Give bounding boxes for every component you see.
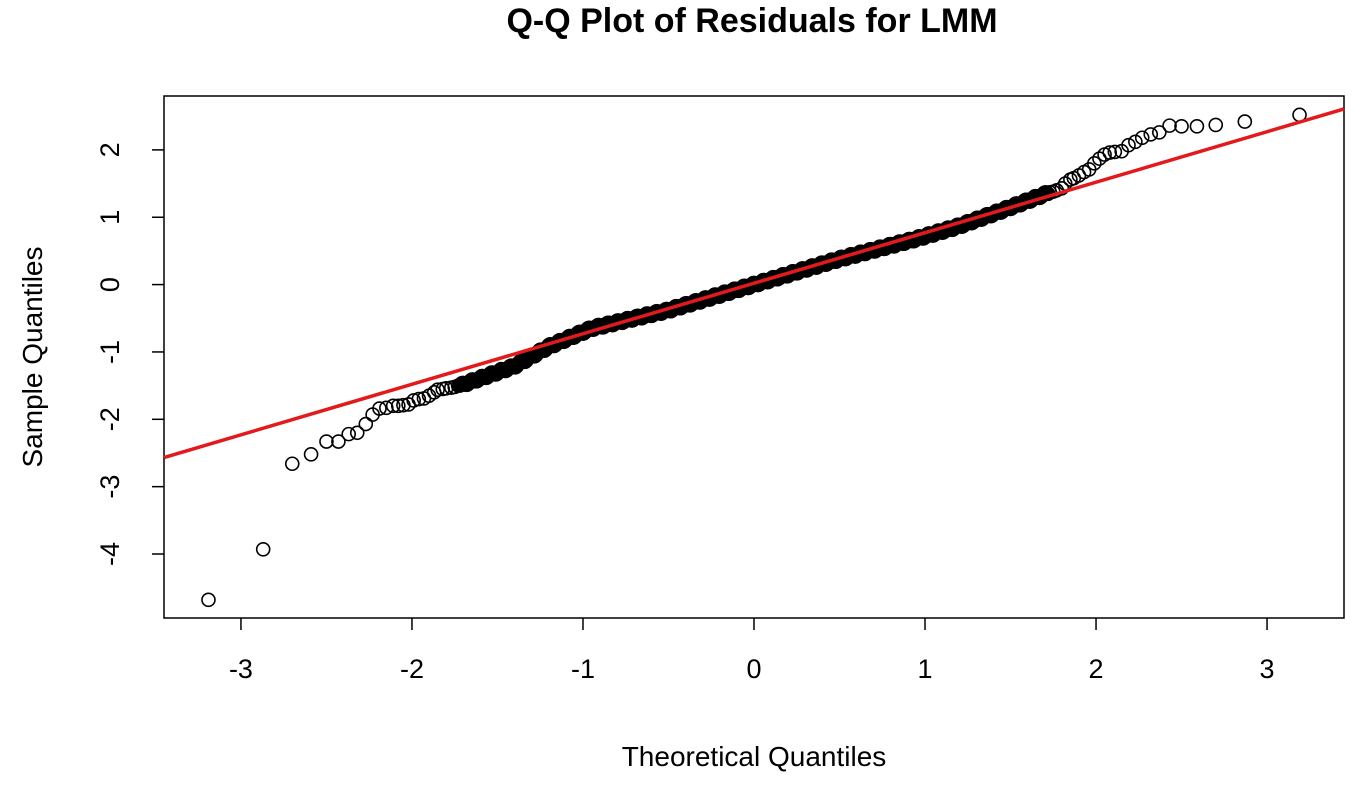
- data-point: [1152, 125, 1167, 140]
- data-point: [331, 434, 346, 449]
- x-tick-label: -2: [400, 654, 424, 684]
- x-tick-label: 0: [746, 654, 761, 684]
- y-tick-label: -2: [95, 407, 125, 431]
- y-tick-label: 2: [95, 142, 125, 157]
- data-point: [450, 378, 466, 393]
- chart-title: Q-Q Plot of Residuals for LMM: [506, 2, 997, 40]
- data-point: [319, 434, 334, 449]
- x-tick-label: 2: [1089, 654, 1104, 684]
- data-point: [284, 456, 300, 472]
- data-point: [1087, 156, 1102, 171]
- x-tick-label: -3: [229, 654, 253, 684]
- data-point: [1107, 144, 1123, 160]
- data-point: [1143, 127, 1159, 142]
- x-tick-label: 3: [1260, 654, 1275, 684]
- data-point: [1102, 145, 1118, 160]
- data-point: [201, 592, 216, 608]
- data-point: [411, 391, 427, 407]
- data-point: [1134, 130, 1150, 146]
- data-point: [372, 401, 387, 416]
- data-point: [303, 447, 319, 462]
- plot-frame: [163, 95, 1345, 619]
- data-point: [385, 398, 401, 414]
- points-layer: [201, 107, 1307, 608]
- reference-line-layer: [163, 107, 1345, 460]
- data-point: [1174, 119, 1189, 134]
- data-point: [1237, 114, 1253, 129]
- data-point: [1121, 137, 1136, 153]
- data-point: [1162, 118, 1177, 133]
- y-tick-label: 0: [95, 277, 125, 292]
- y-tick-label: -1: [95, 340, 125, 364]
- data-point: [430, 382, 445, 397]
- y-axis-label: Sample Quantiles: [17, 246, 48, 467]
- axes-layer: -3 -2 -1 0 1 2 3 -4 -3 -2 -1 0 1 2: [95, 142, 1275, 684]
- data-point: [358, 416, 374, 432]
- data-point: [390, 398, 406, 414]
- qq-reference-line: [163, 107, 1345, 460]
- data-point: [341, 426, 356, 442]
- data-point: [1054, 180, 1070, 196]
- data-point: [1208, 117, 1224, 133]
- data-point: [1189, 119, 1205, 134]
- data-point: [349, 425, 365, 441]
- y-tick-label: -4: [95, 542, 125, 566]
- y-tick-label: 1: [95, 210, 125, 225]
- x-tick-label: 1: [917, 654, 932, 684]
- x-axis-label: Theoretical Quantiles: [622, 741, 887, 772]
- data-point: [255, 541, 271, 557]
- y-tick-label: -3: [95, 475, 125, 499]
- x-tick-label: -1: [571, 654, 595, 684]
